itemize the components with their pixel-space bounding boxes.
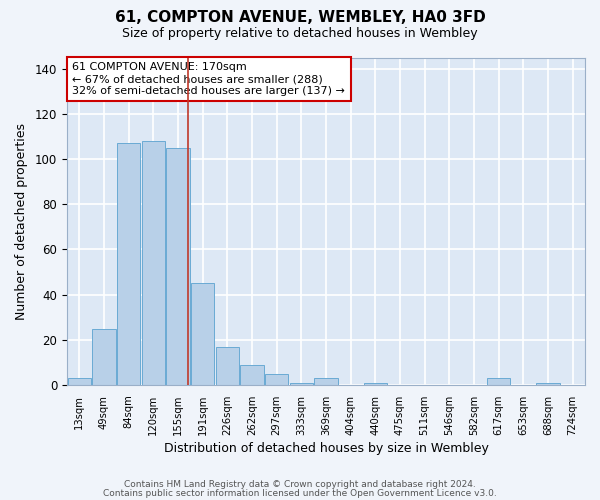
- Text: 61, COMPTON AVENUE, WEMBLEY, HA0 3FD: 61, COMPTON AVENUE, WEMBLEY, HA0 3FD: [115, 10, 485, 25]
- Bar: [265, 374, 289, 385]
- Bar: [191, 284, 214, 385]
- Text: Contains public sector information licensed under the Open Government Licence v3: Contains public sector information licen…: [103, 488, 497, 498]
- Text: 61 COMPTON AVENUE: 170sqm
← 67% of detached houses are smaller (288)
32% of semi: 61 COMPTON AVENUE: 170sqm ← 67% of detac…: [72, 62, 345, 96]
- Bar: [314, 378, 338, 385]
- X-axis label: Distribution of detached houses by size in Wembley: Distribution of detached houses by size …: [164, 442, 488, 455]
- Text: Contains HM Land Registry data © Crown copyright and database right 2024.: Contains HM Land Registry data © Crown c…: [124, 480, 476, 489]
- Bar: [241, 364, 264, 385]
- Text: Size of property relative to detached houses in Wembley: Size of property relative to detached ho…: [122, 28, 478, 40]
- Bar: [487, 378, 511, 385]
- Bar: [142, 141, 165, 385]
- Y-axis label: Number of detached properties: Number of detached properties: [15, 122, 28, 320]
- Bar: [536, 382, 560, 385]
- Bar: [68, 378, 91, 385]
- Bar: [92, 328, 116, 385]
- Bar: [290, 382, 313, 385]
- Bar: [364, 382, 387, 385]
- Bar: [215, 346, 239, 385]
- Bar: [166, 148, 190, 385]
- Bar: [117, 144, 140, 385]
